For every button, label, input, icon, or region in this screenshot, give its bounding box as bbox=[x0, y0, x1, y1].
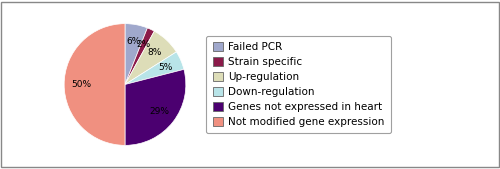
Wedge shape bbox=[125, 24, 148, 84]
Text: 6%: 6% bbox=[126, 37, 140, 46]
Wedge shape bbox=[125, 31, 176, 84]
Text: 29%: 29% bbox=[150, 107, 170, 116]
Wedge shape bbox=[125, 28, 154, 84]
Text: 5%: 5% bbox=[158, 63, 172, 72]
Wedge shape bbox=[64, 24, 125, 145]
Text: 50%: 50% bbox=[71, 80, 92, 89]
Legend: Failed PCR, Strain specific, Up-regulation, Down-regulation, Genes not expressed: Failed PCR, Strain specific, Up-regulati… bbox=[206, 36, 391, 133]
Text: 8%: 8% bbox=[148, 48, 162, 57]
Text: 2%: 2% bbox=[136, 40, 151, 49]
Wedge shape bbox=[125, 69, 186, 145]
Wedge shape bbox=[125, 52, 184, 84]
